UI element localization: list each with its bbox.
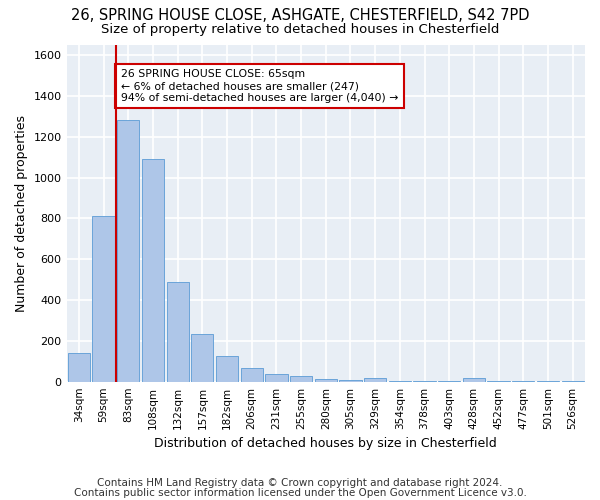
Text: 26 SPRING HOUSE CLOSE: 65sqm
← 6% of detached houses are smaller (247)
94% of se: 26 SPRING HOUSE CLOSE: 65sqm ← 6% of det… xyxy=(121,70,398,102)
Bar xyxy=(290,376,312,382)
Bar xyxy=(340,380,362,382)
Bar xyxy=(314,378,337,382)
Text: Contains HM Land Registry data © Crown copyright and database right 2024.: Contains HM Land Registry data © Crown c… xyxy=(97,478,503,488)
X-axis label: Distribution of detached houses by size in Chesterfield: Distribution of detached houses by size … xyxy=(154,437,497,450)
Bar xyxy=(216,356,238,382)
Text: 26, SPRING HOUSE CLOSE, ASHGATE, CHESTERFIELD, S42 7PD: 26, SPRING HOUSE CLOSE, ASHGATE, CHESTER… xyxy=(71,8,529,22)
Bar xyxy=(463,378,485,382)
Bar xyxy=(142,160,164,382)
Bar xyxy=(92,216,115,382)
Text: Size of property relative to detached houses in Chesterfield: Size of property relative to detached ho… xyxy=(101,22,499,36)
Y-axis label: Number of detached properties: Number of detached properties xyxy=(15,115,28,312)
Bar xyxy=(167,282,189,382)
Text: Contains public sector information licensed under the Open Government Licence v3: Contains public sector information licen… xyxy=(74,488,526,498)
Bar xyxy=(265,374,287,382)
Bar xyxy=(68,353,90,382)
Bar xyxy=(191,334,214,382)
Bar xyxy=(241,368,263,382)
Bar xyxy=(364,378,386,382)
Bar xyxy=(117,120,139,382)
